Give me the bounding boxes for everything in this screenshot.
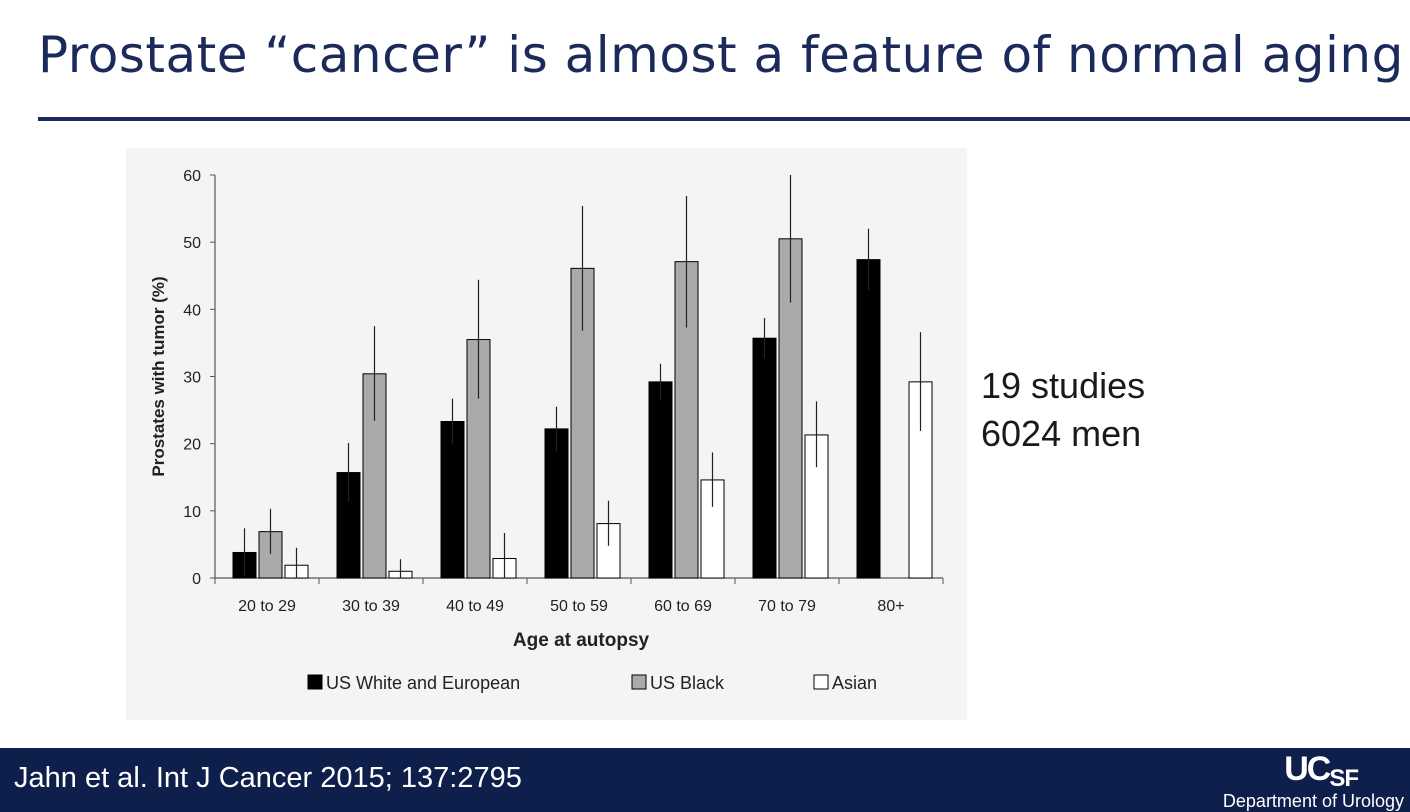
x-tick-label: 30 to 39 xyxy=(342,598,400,615)
bar-0-2 xyxy=(440,421,465,579)
y-tick-label: 30 xyxy=(183,370,201,387)
department-label: Department of Urology xyxy=(1222,791,1404,811)
footer-bar: Jahn et al. Int J Cancer 2015; 137:2795 … xyxy=(0,748,1410,812)
bar-0-4 xyxy=(648,381,673,579)
legend-label-1: US Black xyxy=(650,673,725,693)
legend-swatch-0 xyxy=(307,674,323,690)
x-tick-label: 20 to 29 xyxy=(238,598,296,615)
bar-chart: 0 10 20 30 40 50 60 20 to 29 30 to 39 40 to 49 50 … xyxy=(149,168,944,693)
legend-swatch-2 xyxy=(813,674,829,690)
x-axis-title: Age at autopsy xyxy=(513,630,650,651)
y-tick-label: 20 xyxy=(183,437,201,454)
y-tick-label: 40 xyxy=(183,302,201,319)
legend-label-2: Asian xyxy=(832,673,877,693)
x-tick-label: 70 to 79 xyxy=(758,598,816,615)
studies-count-text: 19 studies xyxy=(981,365,1146,406)
bar-0-5 xyxy=(752,337,777,579)
study-summary: 19 studies 6024 men xyxy=(981,362,1145,458)
slide-title: Prostate “cancer” is almost a feature of… xyxy=(38,26,1404,84)
title-divider xyxy=(38,117,1410,121)
bar-0-3 xyxy=(544,428,569,579)
y-axis-title: Prostates with tumor (%) xyxy=(149,276,168,476)
x-tick-label: 60 to 69 xyxy=(654,598,712,615)
y-tick-label: 0 xyxy=(192,571,201,588)
legend-swatch-1 xyxy=(631,674,647,690)
y-tick-label: 60 xyxy=(183,168,201,185)
x-tick-label: 50 to 59 xyxy=(550,598,608,615)
citation: Jahn et al. Int J Cancer 2015; 137:2795 xyxy=(14,762,522,794)
x-tick-label: 80+ xyxy=(877,598,904,615)
y-tick-label: 50 xyxy=(183,235,201,252)
x-tick-label: 40 to 49 xyxy=(446,598,504,615)
y-tick-label: 10 xyxy=(183,504,201,521)
men-count-text: 6024 men xyxy=(981,413,1142,454)
legend-label-0: US White and European xyxy=(326,673,520,693)
ucsf-logo: UCSF xyxy=(1284,750,1359,792)
bar-0-6 xyxy=(856,259,881,579)
chart-panel: 0 10 20 30 40 50 60 20 to 29 30 to 39 40 to 49 50 … xyxy=(126,148,967,720)
